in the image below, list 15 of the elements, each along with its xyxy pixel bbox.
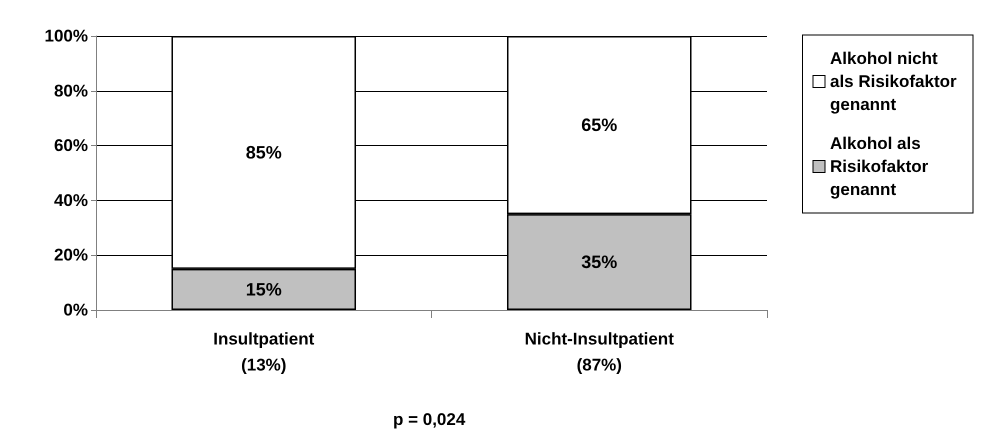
- data-label: 15%: [246, 279, 282, 300]
- y-tick-label: 80%: [54, 81, 88, 100]
- y-tick-label: 60%: [54, 136, 88, 156]
- y-tick-label: 0%: [63, 300, 88, 320]
- x-tick-label: Nicht-Insultpatient (87%): [524, 330, 674, 374]
- data-label: 85%: [246, 142, 282, 162]
- legend-label: Alkohol als Risikofaktor genannt: [830, 134, 933, 199]
- y-tick-label: 20%: [54, 246, 88, 265]
- y-tick-label: 40%: [54, 190, 88, 210]
- legend-label: Alkohol nicht als Risikofaktor genannt: [830, 49, 962, 114]
- text: p = 0,024: [393, 410, 466, 429]
- data-label: 65%: [581, 115, 618, 136]
- data-label: 35%: [581, 252, 618, 272]
- y-tick-label: 100%: [44, 26, 88, 46]
- x-tick-label: Insultpatient (13%): [213, 330, 315, 374]
